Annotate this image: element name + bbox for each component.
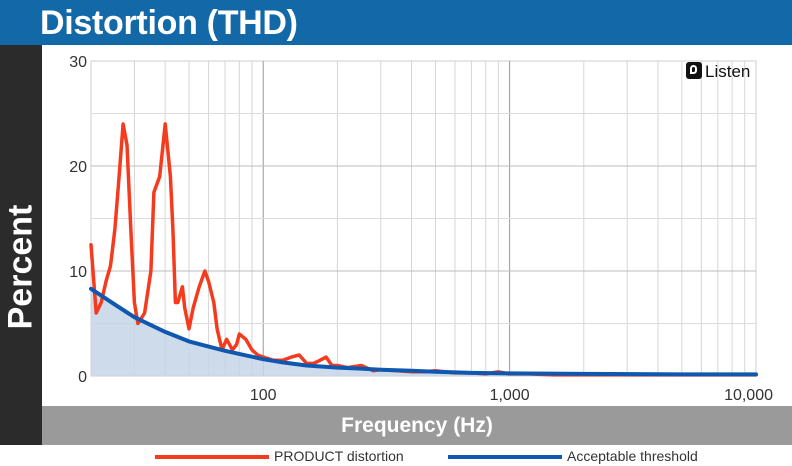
legend-swatch-threshold bbox=[448, 455, 562, 459]
legend-swatch-product bbox=[155, 455, 269, 459]
y-tick-label: 10 bbox=[69, 264, 87, 281]
legend: PRODUCT distortion Acceptable threshold bbox=[0, 446, 792, 466]
y-tick-label: 20 bbox=[69, 159, 87, 176]
x-tick-label: 100 bbox=[250, 387, 277, 404]
series-line-acceptable-threshold bbox=[89, 286, 758, 377]
threshold-fill bbox=[91, 288, 756, 376]
plot-area: 0 10 20 30 100 1,000 10,000 bbox=[69, 54, 773, 404]
threshold-area bbox=[91, 288, 756, 376]
series bbox=[89, 122, 758, 377]
y-tick-label: 30 bbox=[69, 54, 87, 71]
listen-logo-icon bbox=[686, 62, 702, 79]
grid bbox=[90, 60, 757, 377]
title-bar: Distortion (THD) bbox=[0, 0, 792, 45]
chart-title: Distortion (THD) bbox=[40, 4, 298, 42]
x-axis-label-bar: Frequency (Hz) bbox=[42, 406, 792, 445]
x-tick-label: 1,000 bbox=[490, 387, 530, 404]
x-tick-label: 10,000 bbox=[724, 387, 773, 404]
y-axis-label: Percent bbox=[1, 204, 40, 330]
y-axis-label-bar: Percent bbox=[0, 45, 42, 445]
legend-label-threshold: Acceptable threshold bbox=[567, 448, 698, 464]
x-axis-label: Frequency (Hz) bbox=[341, 414, 493, 437]
tick-labels: 0 10 20 30 100 1,000 10,000 bbox=[69, 54, 773, 404]
legend-label-product: PRODUCT distortion bbox=[274, 448, 404, 464]
brand-logo: Listen bbox=[686, 62, 750, 82]
y-tick-label: 0 bbox=[78, 369, 87, 386]
brand-text: Listen bbox=[705, 62, 751, 81]
